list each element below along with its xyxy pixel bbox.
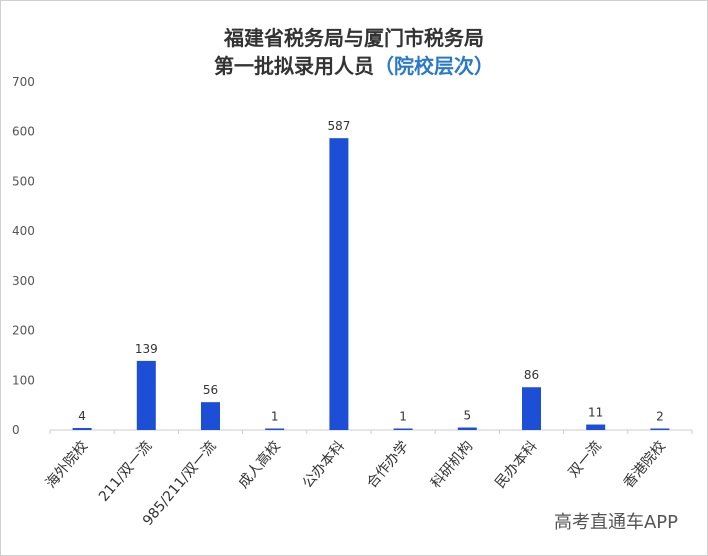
- x-tick-label: 海外院校: [42, 438, 91, 492]
- x-tick-label: 双一流: [566, 438, 605, 480]
- chart-title-main: 第一批拟录用人员: [214, 54, 374, 78]
- x-tick-label: 民办本科: [492, 438, 540, 491]
- data-label: 1: [399, 410, 407, 424]
- bar: [457, 427, 477, 430]
- watermark-text: 高考直通车APP: [553, 512, 678, 533]
- x-tick-label: 211/双一流: [96, 438, 155, 505]
- data-label: 11: [588, 406, 603, 420]
- data-label: 56: [203, 383, 218, 397]
- bar: [522, 387, 541, 430]
- y-tick-label: 300: [12, 274, 35, 288]
- bar: [650, 428, 670, 430]
- bar: [201, 402, 220, 430]
- y-tick-label: 100: [12, 373, 35, 387]
- chart-title-line1: 福建省税务局与厦门市税务局: [224, 26, 484, 50]
- bar: [265, 428, 285, 430]
- data-label: 2: [656, 410, 664, 424]
- x-tick-label: 公办本科: [300, 438, 348, 491]
- bar: [136, 360, 156, 430]
- y-tick-label: 500: [12, 174, 35, 188]
- y-tick-label: 0: [12, 423, 20, 437]
- y-tick-label: 200: [12, 324, 35, 338]
- x-tick-label: 科研机构: [428, 438, 476, 491]
- y-tick-label: 600: [12, 125, 35, 139]
- y-tick-label: 700: [12, 75, 35, 89]
- data-label: 1: [271, 410, 279, 424]
- bar: [72, 428, 92, 430]
- y-tick-label: 400: [12, 224, 35, 238]
- x-tick-label: 成人高校: [235, 438, 284, 492]
- x-tick-label: 合作办学: [364, 438, 412, 491]
- data-label: 4: [78, 409, 86, 423]
- chart-title-highlight: （院校层次）: [374, 54, 494, 78]
- bar: [586, 424, 606, 430]
- x-tick-label: 香港院校: [620, 438, 669, 492]
- data-label: 587: [327, 119, 350, 133]
- data-label: 5: [463, 409, 471, 423]
- data-label: 139: [135, 342, 158, 356]
- data-label: 86: [524, 368, 539, 382]
- chart-title-line2: 第一批拟录用人员（院校层次）: [0, 50, 708, 79]
- bar: [329, 138, 349, 431]
- bar: [393, 428, 413, 430]
